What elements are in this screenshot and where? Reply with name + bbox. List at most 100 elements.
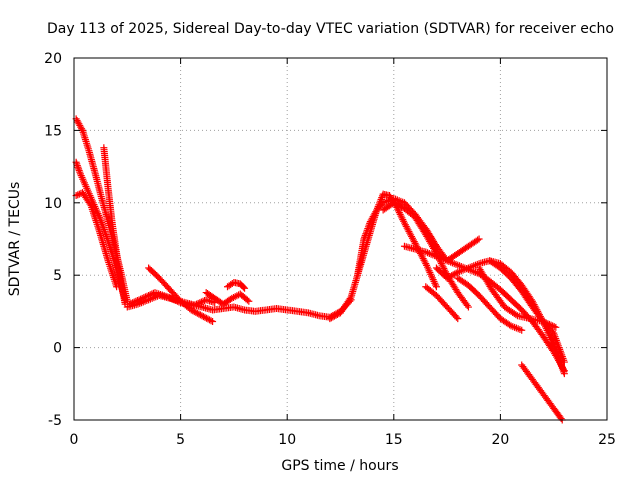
data-point xyxy=(209,318,217,326)
data-point xyxy=(438,261,446,269)
data-point xyxy=(130,298,138,306)
data-point xyxy=(125,300,133,308)
data-point xyxy=(165,294,173,302)
series-layer xyxy=(72,115,568,424)
series-sat-p xyxy=(422,283,462,323)
x-axis-label: GPS time / hours xyxy=(281,458,398,474)
data-point xyxy=(169,295,177,303)
series-sat-n xyxy=(422,225,483,265)
data-point xyxy=(192,308,200,316)
data-point xyxy=(207,317,215,325)
data-point xyxy=(443,274,451,282)
data-point xyxy=(512,311,520,319)
data-point xyxy=(464,303,472,311)
data-point xyxy=(241,284,249,292)
data-point xyxy=(327,314,335,322)
data-point xyxy=(557,415,565,423)
series-sat-s xyxy=(475,264,560,331)
x-tick-label: 10 xyxy=(278,432,296,448)
plot-frame xyxy=(73,57,608,421)
data-point xyxy=(518,326,526,334)
data-point xyxy=(547,321,555,329)
data-point xyxy=(451,270,459,278)
y-tick-label: 10 xyxy=(44,196,62,212)
y-tick-label: 5 xyxy=(53,268,62,284)
data-point xyxy=(145,291,153,299)
data-point xyxy=(143,292,151,300)
data-point xyxy=(397,203,405,211)
data-point xyxy=(164,293,172,301)
x-tick-label: 0 xyxy=(70,432,79,448)
data-point xyxy=(448,272,456,280)
data-point xyxy=(140,294,148,302)
axis-ticks: 0 5 10 15 20 25 -5 0 5 10 15 20 xyxy=(44,51,616,448)
data-point xyxy=(421,258,429,266)
data-point xyxy=(545,320,553,328)
data-point xyxy=(191,301,199,309)
data-point xyxy=(549,322,557,330)
data-point xyxy=(148,290,156,298)
data-point xyxy=(330,312,338,320)
data-point xyxy=(189,302,197,310)
data-point xyxy=(197,298,205,306)
data-point xyxy=(167,294,175,302)
data-point xyxy=(432,283,440,291)
data-point xyxy=(329,313,337,321)
data-point xyxy=(396,202,404,210)
data-point xyxy=(391,200,399,208)
x-tick-label: 25 xyxy=(598,432,616,448)
y-tick-label: 20 xyxy=(44,51,62,67)
data-point xyxy=(202,314,210,322)
data-point xyxy=(196,311,204,319)
x-tick-label: 15 xyxy=(385,432,403,448)
data-point xyxy=(206,316,214,324)
data-point xyxy=(541,318,549,326)
data-point xyxy=(452,269,460,277)
y-tick-label: -5 xyxy=(48,413,62,429)
data-point xyxy=(446,272,454,280)
data-point xyxy=(193,300,201,308)
data-point xyxy=(74,163,82,171)
data-point xyxy=(78,125,86,133)
data-point xyxy=(552,323,560,331)
data-point xyxy=(132,297,140,305)
data-point xyxy=(146,291,154,299)
data-point xyxy=(175,298,183,306)
data-point xyxy=(475,235,483,243)
data-point xyxy=(74,191,82,199)
data-point xyxy=(129,299,137,307)
data-point xyxy=(137,295,145,303)
data-point xyxy=(172,297,180,305)
data-point xyxy=(199,297,207,305)
data-point xyxy=(243,296,251,304)
series-sat-l xyxy=(379,199,472,311)
data-point xyxy=(127,299,135,307)
data-point xyxy=(440,265,448,273)
series-sat-d xyxy=(100,144,129,308)
data-point xyxy=(539,318,547,326)
data-point xyxy=(76,168,84,176)
data-point xyxy=(196,299,204,307)
chart-title: Day 113 of 2025, Sidereal Day-to-day VTE… xyxy=(47,21,614,37)
data-point xyxy=(544,320,552,328)
data-point xyxy=(390,199,398,207)
data-point xyxy=(454,315,462,323)
data-point xyxy=(199,313,207,321)
data-point xyxy=(326,315,334,323)
series-sat-i xyxy=(224,278,249,292)
data-point xyxy=(393,200,401,208)
series-sat-t xyxy=(518,361,566,424)
data-point xyxy=(550,323,558,331)
y-axis-label: SDTVAR / TECUs xyxy=(7,182,23,297)
data-point xyxy=(190,308,198,316)
data-point xyxy=(445,273,453,281)
data-point xyxy=(170,296,178,304)
data-point xyxy=(73,162,81,170)
data-point xyxy=(193,309,201,317)
data-point xyxy=(194,299,202,307)
data-point xyxy=(86,200,94,208)
data-point xyxy=(138,294,146,302)
y-tick-label: 15 xyxy=(44,123,62,139)
